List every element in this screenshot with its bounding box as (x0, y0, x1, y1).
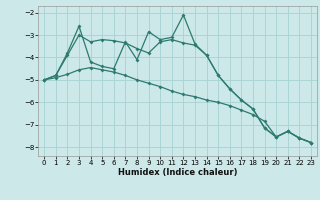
X-axis label: Humidex (Indice chaleur): Humidex (Indice chaleur) (118, 168, 237, 177)
